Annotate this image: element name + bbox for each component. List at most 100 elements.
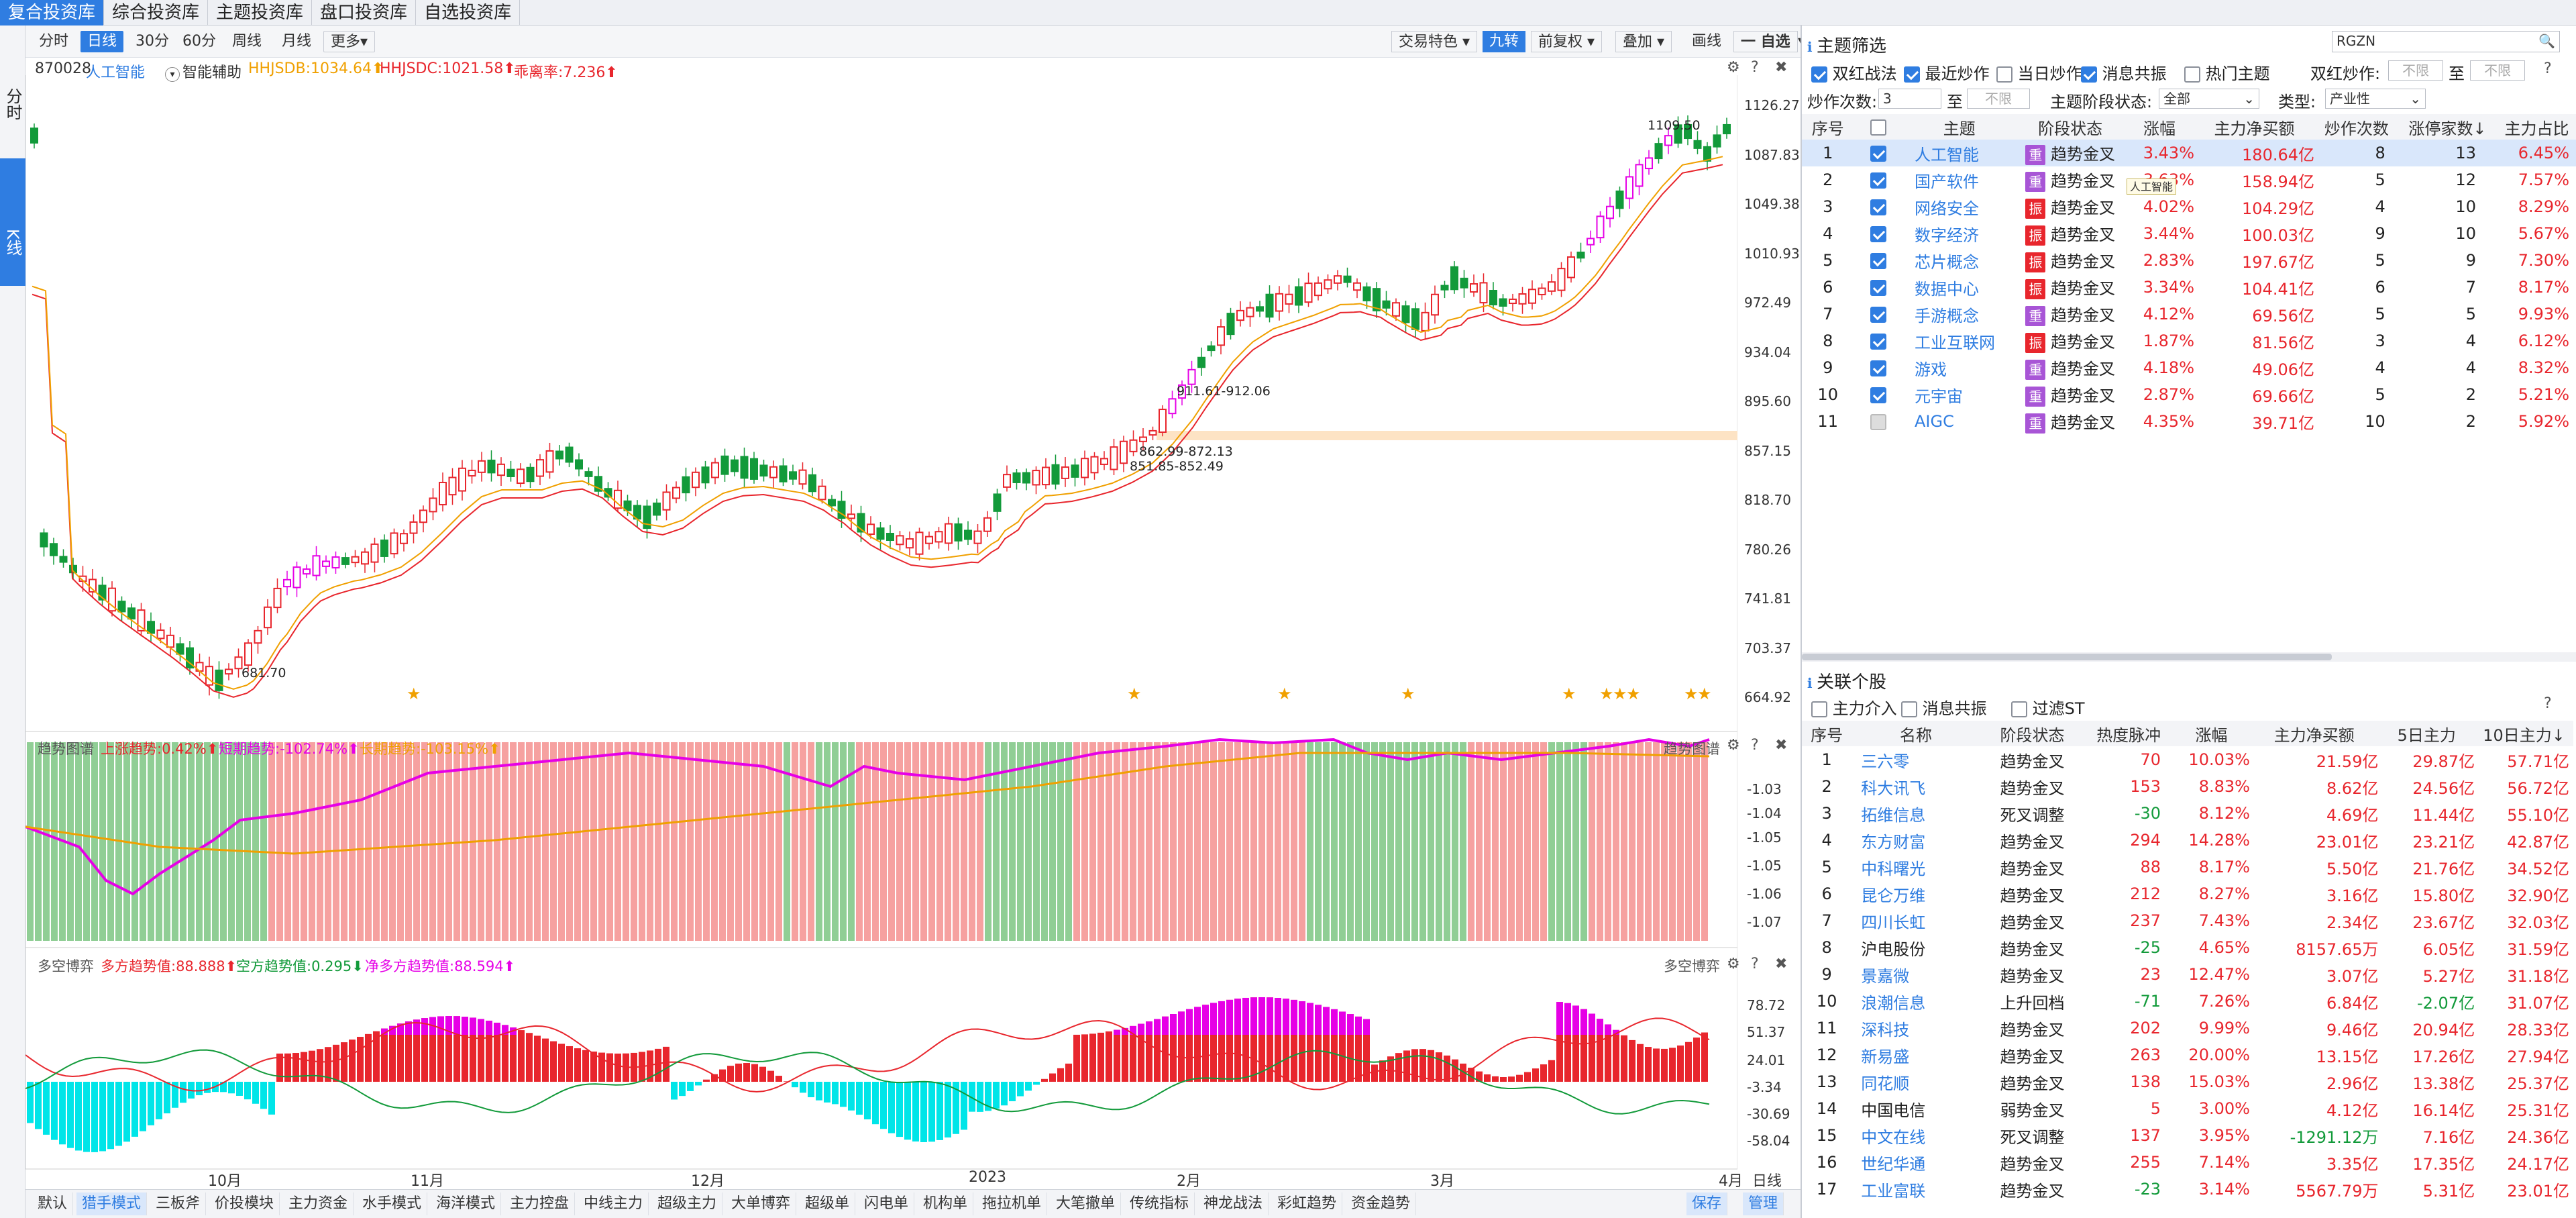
- help-icon[interactable]: ?: [1751, 956, 1759, 972]
- indicator-tab[interactable]: 超级主力: [652, 1192, 723, 1215]
- related-filter-checkbox[interactable]: 消息共振: [1901, 695, 1987, 719]
- theme-filter-checkbox[interactable]: 双红战法: [1811, 60, 1897, 84]
- theme-row[interactable]: 7 手游概念 重 趋势金叉 4.12% 69.56亿 5 5 9.93%: [1802, 301, 2576, 327]
- stock-name[interactable]: 昆仑万维: [1861, 886, 1926, 905]
- help-icon[interactable]: ?: [1751, 737, 1759, 754]
- column-header[interactable]: 涨幅: [2173, 721, 2250, 746]
- tab-watchlist-library[interactable]: 自选投资库: [416, 0, 521, 26]
- theme-row[interactable]: 11 AIGC 重 趋势金叉 4.35% 39.71亿 10 2 5.92%: [1802, 408, 2576, 435]
- theme-search-input[interactable]: RGZN 🔍: [2332, 31, 2560, 52]
- related-stock-row[interactable]: 4 东方财富 趋势金叉 294 14.28% 23.01亿 23.21亿 42.87亿: [1802, 827, 2573, 854]
- indicator-tab[interactable]: 彩虹趋势: [1272, 1192, 1343, 1215]
- row-checkbox[interactable]: [1854, 193, 1902, 220]
- stock-name[interactable]: 景嘉微: [1861, 966, 1910, 986]
- theme-filter-checkbox[interactable]: 最近炒作: [1904, 60, 1990, 84]
- theme-filter-checkbox[interactable]: 热门主题: [2184, 60, 2270, 84]
- close-icon[interactable]: ✖: [1775, 737, 1788, 754]
- theme-name[interactable]: 工业互联网: [1914, 333, 1995, 352]
- column-header[interactable]: 涨幅: [2124, 114, 2194, 140]
- theme-row[interactable]: 8 工业互联网 振 趋势金叉 1.87% 81.56亿 3 4 6.12%: [1802, 327, 2576, 354]
- related-stock-row[interactable]: 1 三六零 趋势金叉 70 10.03% 21.59亿 29.87亿 57.71亿: [1802, 746, 2573, 773]
- theme-name[interactable]: 数字经济: [1914, 225, 1979, 245]
- smart-assist-toggle[interactable]: ▾ 智能辅助: [165, 60, 241, 82]
- stock-name[interactable]: 拓维信息: [1861, 805, 1926, 825]
- tab-orderbook-library[interactable]: 盘口投资库: [312, 0, 417, 26]
- related-stock-row[interactable]: 3 拓维信息 死叉调整 -30 8.12% 4.69亿 11.44亿 55.10亿: [1802, 800, 2573, 827]
- stock-name[interactable]: 世纪华通: [1861, 1154, 1926, 1174]
- theme-row[interactable]: 9 游戏 重 趋势金叉 4.18% 49.06亿 4 4 8.32%: [1802, 354, 2576, 381]
- related-filter-checkbox[interactable]: 过滤ST: [2011, 695, 2085, 719]
- theme-row[interactable]: 6 数据中心 振 趋势金叉 3.34% 104.41亿 6 7 8.17%: [1802, 274, 2576, 301]
- indicator-tab[interactable]: 猎手模式: [76, 1192, 148, 1215]
- related-stock-row[interactable]: 8 沪电股份 趋势金叉 -25 4.65% 8157.65万 6.05亿 31.59亿: [1802, 934, 2573, 961]
- period-60min[interactable]: 60分: [182, 33, 216, 50]
- related-stock-row[interactable]: 5 中科曙光 趋势金叉 88 8.17% 5.50亿 21.76亿 34.52亿: [1802, 854, 2573, 880]
- column-header[interactable]: 主题: [1902, 114, 2017, 140]
- trade-feature-dropdown[interactable]: 交易特色 ▾: [1391, 31, 1478, 52]
- column-header[interactable]: 名称: [1851, 721, 1980, 746]
- gear-icon[interactable]: ⚙: [1727, 59, 1740, 76]
- related-stock-row[interactable]: 11 深科技 趋势金叉 202 9.99% 9.46亿 20.94亿 28.33亿: [1802, 1015, 2573, 1042]
- select-all-checkbox[interactable]: [1870, 119, 1886, 136]
- column-header[interactable]: 5日主力: [2378, 721, 2475, 746]
- count-max-input[interactable]: 不限: [1967, 89, 2030, 109]
- row-checkbox[interactable]: [1854, 166, 1902, 193]
- period-time-share[interactable]: 分时: [39, 33, 69, 50]
- stock-name[interactable]: 新易盛: [1861, 1047, 1910, 1066]
- column-header[interactable]: 涨停家数↓: [2398, 114, 2496, 140]
- theme-row[interactable]: 10 元宇宙 重 趋势金叉 2.87% 69.66亿 5 2 5.21%: [1802, 381, 2576, 408]
- indicator-tab[interactable]: 神龙战法: [1198, 1192, 1269, 1215]
- row-checkbox[interactable]: [1854, 354, 1902, 381]
- indicator-tab[interactable]: 资金趋势: [1346, 1192, 1417, 1215]
- related-stock-row[interactable]: 9 景嘉微 趋势金叉 23 12.47% 3.07亿 5.27亿 31.18亿: [1802, 961, 2573, 988]
- time-share-view-button[interactable]: 分时: [3, 88, 22, 120]
- indicator-tab[interactable]: 机构单: [918, 1192, 974, 1215]
- stock-name[interactable]: 四川长虹: [1861, 913, 1926, 932]
- theme-name[interactable]: 元宇宙: [1914, 387, 1963, 406]
- column-header[interactable]: 阶段状态: [2016, 114, 2125, 140]
- forward-adjust-dropdown[interactable]: 前复权 ▾: [1531, 31, 1603, 52]
- theme-scrollbar[interactable]: [1802, 652, 2576, 662]
- stock-name[interactable]: 科大讯飞: [1861, 778, 1926, 798]
- tab-comprehensive-library[interactable]: 综合投资库: [104, 0, 209, 26]
- indicator-tab[interactable]: 传统指标: [1124, 1192, 1195, 1215]
- kline-chart-area[interactable]: ★ ★ ★ ★ ★ ★★★ ★★: [25, 75, 1737, 1189]
- type-select[interactable]: 产业性 ⌄: [2325, 89, 2426, 109]
- tab-theme-library[interactable]: 主题投资库: [208, 0, 313, 26]
- nine-turn-button[interactable]: 九转: [1483, 31, 1526, 52]
- tab-composite-library[interactable]: 复合投资库: [0, 0, 105, 26]
- theme-name[interactable]: 手游概念: [1914, 306, 1979, 325]
- related-stock-row[interactable]: 7 四川长虹 趋势金叉 237 7.43% 2.34亿 23.67亿 32.03亿: [1802, 907, 2573, 934]
- related-stock-row[interactable]: 2 科大讯飞 趋势金叉 153 8.83% 8.62亿 24.56亿 56.72亿: [1802, 773, 2573, 800]
- row-checkbox[interactable]: [1854, 140, 1902, 166]
- close-icon[interactable]: ✖: [1775, 59, 1788, 76]
- gear-icon[interactable]: ⚙: [1727, 956, 1740, 972]
- theme-row[interactable]: 3 网络安全 振 趋势金叉 4.02% 104.29亿 4 10 8.29%: [1802, 193, 2576, 220]
- row-checkbox[interactable]: [1854, 301, 1902, 327]
- indicator-tab[interactable]: 超级单: [800, 1192, 856, 1215]
- period-more-dropdown[interactable]: 更多▾: [323, 31, 376, 52]
- stock-name[interactable]: 三六零: [1861, 752, 1910, 771]
- related-stock-row[interactable]: 12 新易盛 趋势金叉 263 20.00% 13.15亿 17.26亿 27.94亿: [1802, 1042, 2573, 1068]
- theme-name[interactable]: 芯片概念: [1914, 252, 1979, 272]
- stock-name[interactable]: 中文在线: [1861, 1127, 1926, 1147]
- theme-filter-checkbox[interactable]: 消息共振: [2081, 60, 2167, 84]
- add-watchlist-button[interactable]: 一 自选: [1733, 31, 1798, 52]
- row-checkbox[interactable]: [1854, 327, 1902, 354]
- theme-row[interactable]: 4 数字经济 振 趋势金叉 3.44% 100.03亿 9 10 5.67%: [1802, 220, 2576, 247]
- draw-line-button[interactable]: 画线: [1692, 33, 1722, 50]
- theme-filter-checkbox[interactable]: 当日炒作: [1996, 60, 2082, 84]
- manage-button[interactable]: 管理: [1743, 1192, 1784, 1215]
- count-min-input[interactable]: 3: [1878, 89, 1941, 109]
- overlay-dropdown[interactable]: 叠加 ▾: [1615, 31, 1672, 52]
- stock-name[interactable]: 同花顺: [1861, 1074, 1910, 1093]
- row-checkbox[interactable]: [1854, 220, 1902, 247]
- help-icon[interactable]: ?: [2544, 60, 2552, 77]
- related-stock-row[interactable]: 6 昆仑万维 趋势金叉 212 8.27% 3.16亿 15.80亿 32.90亿: [1802, 880, 2573, 907]
- row-checkbox[interactable]: [1854, 274, 1902, 301]
- stock-name[interactable]: 沪电股份: [1861, 940, 1926, 959]
- stock-name[interactable]: 工业富联: [1861, 1181, 1926, 1201]
- column-header[interactable]: 阶段状态: [1980, 721, 2085, 746]
- related-stock-row[interactable]: 16 世纪华通 趋势金叉 255 7.14% 3.35亿 17.35亿 24.17亿: [1802, 1149, 2573, 1176]
